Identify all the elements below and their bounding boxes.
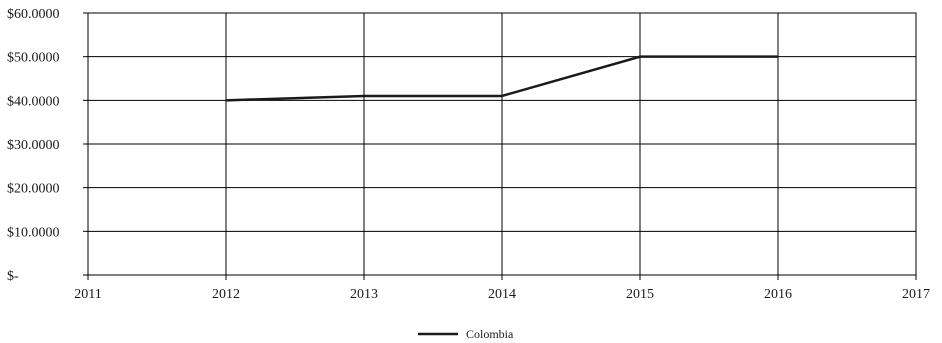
x-tick-label: 2011 <box>74 287 101 302</box>
x-axis: 2011 2012 2013 2014 2015 2016 2017 <box>74 275 930 302</box>
y-tick-label: $40.0000 <box>7 94 60 109</box>
y-tick-label: $60.0000 <box>7 7 60 22</box>
y-axis: $- $10.0000 $20.0000 $30.0000 $40.0000 $50.00… <box>7 7 88 284</box>
x-tick-label: 2016 <box>764 287 792 302</box>
series-line-colombia <box>225 55 778 102</box>
grid-lines <box>87 12 917 276</box>
x-tick-label: 2012 <box>212 287 240 302</box>
y-tick-label: $10.0000 <box>7 225 60 240</box>
y-tick-label: $50.0000 <box>7 51 60 66</box>
x-tick-label: 2013 <box>350 287 378 302</box>
x-tick-label: 2017 <box>902 287 930 302</box>
y-tick-label: $30.0000 <box>7 138 60 153</box>
y-tick-label: $20.0000 <box>7 182 60 197</box>
y-tick-label: $- <box>7 269 19 284</box>
legend: Colombia <box>418 327 514 341</box>
legend-label-colombia: Colombia <box>466 327 514 341</box>
series-group <box>225 55 778 102</box>
x-tick-label: 2014 <box>488 287 516 302</box>
x-tick-label: 2015 <box>626 287 654 302</box>
